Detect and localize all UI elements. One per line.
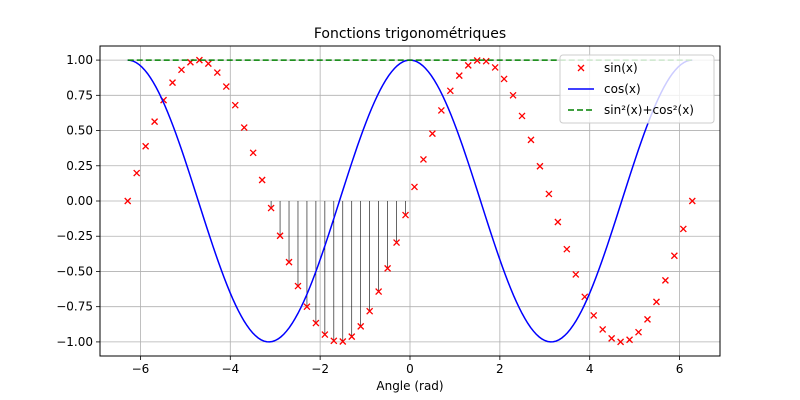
data-point: [133, 169, 141, 177]
y-tick-label: 0.50: [66, 124, 93, 138]
data-point: [276, 232, 284, 240]
stem-lines: [270, 201, 406, 342]
data-point: [626, 336, 634, 344]
data-point: [509, 91, 517, 99]
data-point: [151, 118, 159, 126]
data-point: [312, 319, 320, 327]
data-point: [142, 142, 150, 150]
data-point: [375, 288, 383, 296]
data-point: [213, 69, 221, 77]
y-tick-label: 0.25: [66, 159, 93, 173]
y-tick-label: −1.00: [56, 335, 93, 349]
x-tick-label: 0: [406, 362, 414, 376]
data-point: [688, 197, 696, 205]
data-point: [249, 149, 257, 157]
data-point: [419, 156, 427, 163]
x-tick-label: −6: [132, 362, 150, 376]
y-tick-label: 0.00: [66, 194, 93, 208]
data-point: [482, 57, 490, 65]
legend-box: [559, 54, 715, 124]
data-point: [393, 239, 401, 246]
data-point: [321, 331, 329, 339]
data-point: [644, 315, 651, 323]
data-point: [608, 334, 616, 342]
x-tick-label: 6: [676, 362, 684, 376]
data-point: [670, 252, 678, 260]
y-tick-label: −0.50: [56, 264, 93, 278]
data-point: [563, 245, 571, 253]
data-point: [599, 325, 607, 333]
data-point: [536, 162, 544, 170]
data-point: [500, 75, 508, 83]
data-point: [473, 57, 481, 64]
data-point: [204, 60, 212, 68]
x-tick-label: 2: [496, 362, 504, 376]
data-point: [411, 183, 418, 191]
legend-marker-sin: [577, 64, 585, 72]
data-point: [366, 307, 374, 315]
data-point: [294, 282, 302, 290]
data-point: [572, 271, 580, 278]
data-point: [169, 79, 176, 87]
chart-title: Fonctions trigonométriques: [314, 26, 506, 42]
data-point: [267, 204, 275, 212]
data-point: [178, 66, 185, 74]
data-point: [124, 197, 132, 205]
data-point: [518, 112, 526, 120]
data-point: [303, 303, 311, 311]
x-axis-label: Angle (rad): [376, 379, 443, 393]
x-tick-label: −2: [311, 362, 329, 376]
x-tick-label: 4: [586, 362, 594, 376]
data-point: [240, 124, 248, 131]
data-point: [446, 87, 454, 95]
data-point: [402, 211, 409, 219]
data-point: [554, 218, 562, 226]
y-tick-label: −0.75: [56, 300, 93, 314]
data-point: [491, 63, 499, 71]
data-point: [428, 130, 436, 138]
data-point: [357, 322, 365, 330]
data-point: [652, 298, 660, 306]
data-point: [222, 83, 230, 91]
data-point: [617, 338, 625, 346]
series-sin-markers: [124, 56, 696, 346]
legend-label: sin²(x)+cos²(x): [604, 103, 694, 117]
y-tick-label: 1.00: [66, 53, 93, 67]
data-point: [455, 72, 463, 80]
data-point: [590, 311, 598, 319]
data-point: [437, 106, 445, 114]
data-point: [527, 136, 535, 144]
data-point: [258, 176, 266, 184]
legend-label: cos(x): [604, 82, 641, 96]
x-tick-label: −4: [221, 362, 239, 376]
data-point: [661, 276, 669, 284]
data-point: [330, 337, 338, 345]
axis-ticks: −6 −4 −2 0 2 4 6 −1.00 −0.75 −0.50 −0.25 0.00 0.25 0.…: [56, 53, 683, 376]
data-point: [339, 338, 347, 345]
data-point: [679, 225, 687, 233]
data-point: [195, 56, 203, 64]
data-point: [348, 333, 356, 341]
data-point: [464, 61, 472, 69]
data-point: [635, 328, 642, 336]
data-point: [285, 258, 293, 266]
y-tick-label: 0.75: [66, 88, 93, 102]
legend-label: sin(x): [604, 61, 638, 75]
data-point: [545, 190, 553, 198]
data-point: [231, 101, 239, 109]
legend: sin(x) cos(x) sin²(x)+cos²(x): [559, 54, 715, 124]
y-tick-label: −0.25: [56, 229, 93, 243]
data-point: [384, 264, 392, 272]
